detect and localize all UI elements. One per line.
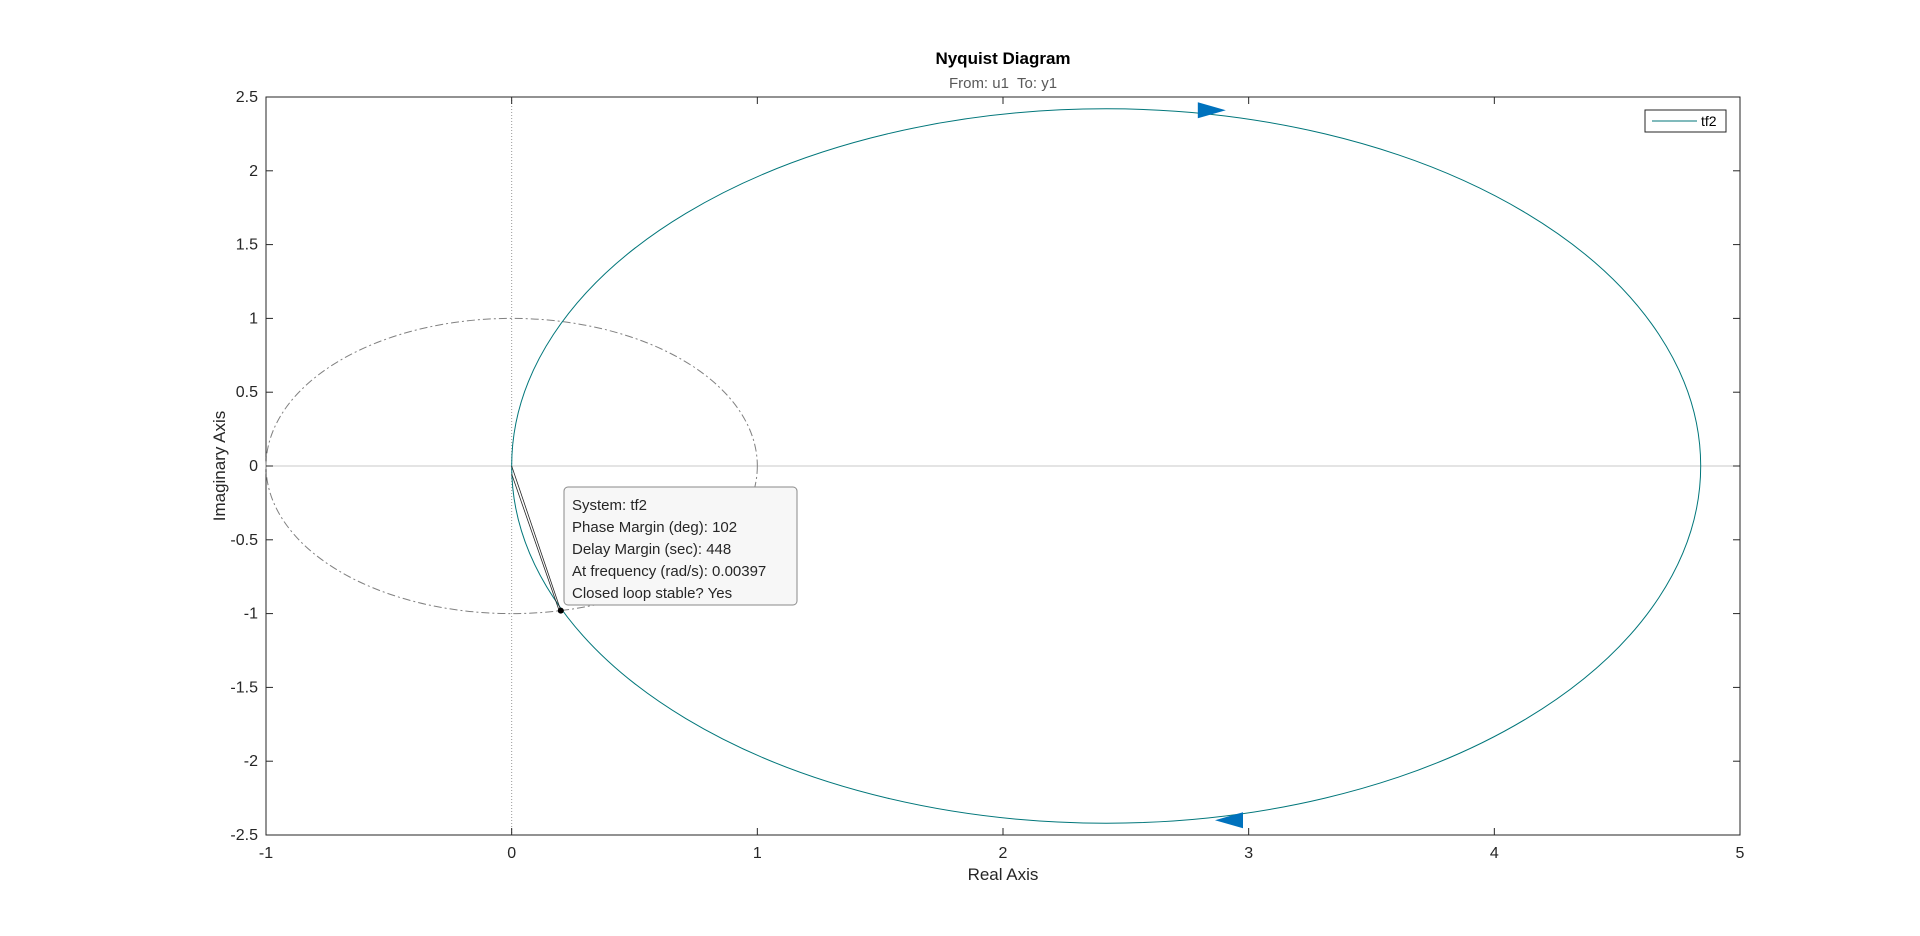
y-tick-label: 2 [249,163,258,180]
datatip-box [563,486,798,606]
direction-arrow-top [1197,102,1226,119]
direction-arrow-bottom [1215,812,1244,829]
y-tick-label: -1 [244,606,258,623]
y-axis-label: Imaginary Axis [210,411,229,522]
y-tick-label: -2 [244,753,258,770]
legend-entry-tf2: tf2 [1701,113,1717,129]
x-tick-label: 1 [753,845,762,862]
plot-content [265,97,1740,835]
x-tick-label: 5 [1736,845,1745,862]
legend[interactable]: tf2 [1644,109,1727,133]
y-tick-label: 2.5 [236,89,258,106]
y-tick-label: -2.5 [230,827,258,844]
y-tick-label: 0.5 [236,384,258,401]
chart-subtitle: From: u1 To: y1 [949,75,1057,92]
datatip-line-frequency: At frequency (rad/s): 0.00397 [572,563,766,580]
x-tick-label: 3 [1244,845,1253,862]
datatip-line-phase-margin: Phase Margin (deg): 102 [572,519,737,536]
y-tick-label: -0.5 [230,532,258,549]
x-tick-label: 0 [507,845,516,862]
x-tick-label: 4 [1490,845,1499,862]
y-tick-label: 1.5 [236,237,258,254]
x-axis-ticks: -1 0 1 2 3 4 5 [259,97,1745,862]
datatip-line-delay-margin: Delay Margin (sec): 448 [572,541,731,558]
datatip[interactable]: System: tf2 Phase Margin (deg): 102 Dela… [563,486,798,606]
phase-margin-marker[interactable] [557,607,564,614]
x-tick-label: 2 [999,845,1008,862]
datatip-leader-line-2 [511,473,560,610]
y-tick-label: 0 [249,458,258,475]
x-axis-label: Real Axis [968,865,1039,884]
datatip-leader-line [511,465,562,611]
datatip-line-system: System: tf2 [572,497,647,514]
chart-title: Nyquist Diagram [935,49,1070,68]
datatip-line-stable: Closed loop stable? Yes [572,585,732,602]
y-tick-label: -1.5 [230,679,258,696]
y-tick-label: 1 [249,310,258,327]
x-tick-label: -1 [259,845,273,862]
y-axis-ticks: 2.5 2 1.5 1 0.5 0 -0.5 -1 -1.5 -2 -2.5 [230,89,1740,844]
